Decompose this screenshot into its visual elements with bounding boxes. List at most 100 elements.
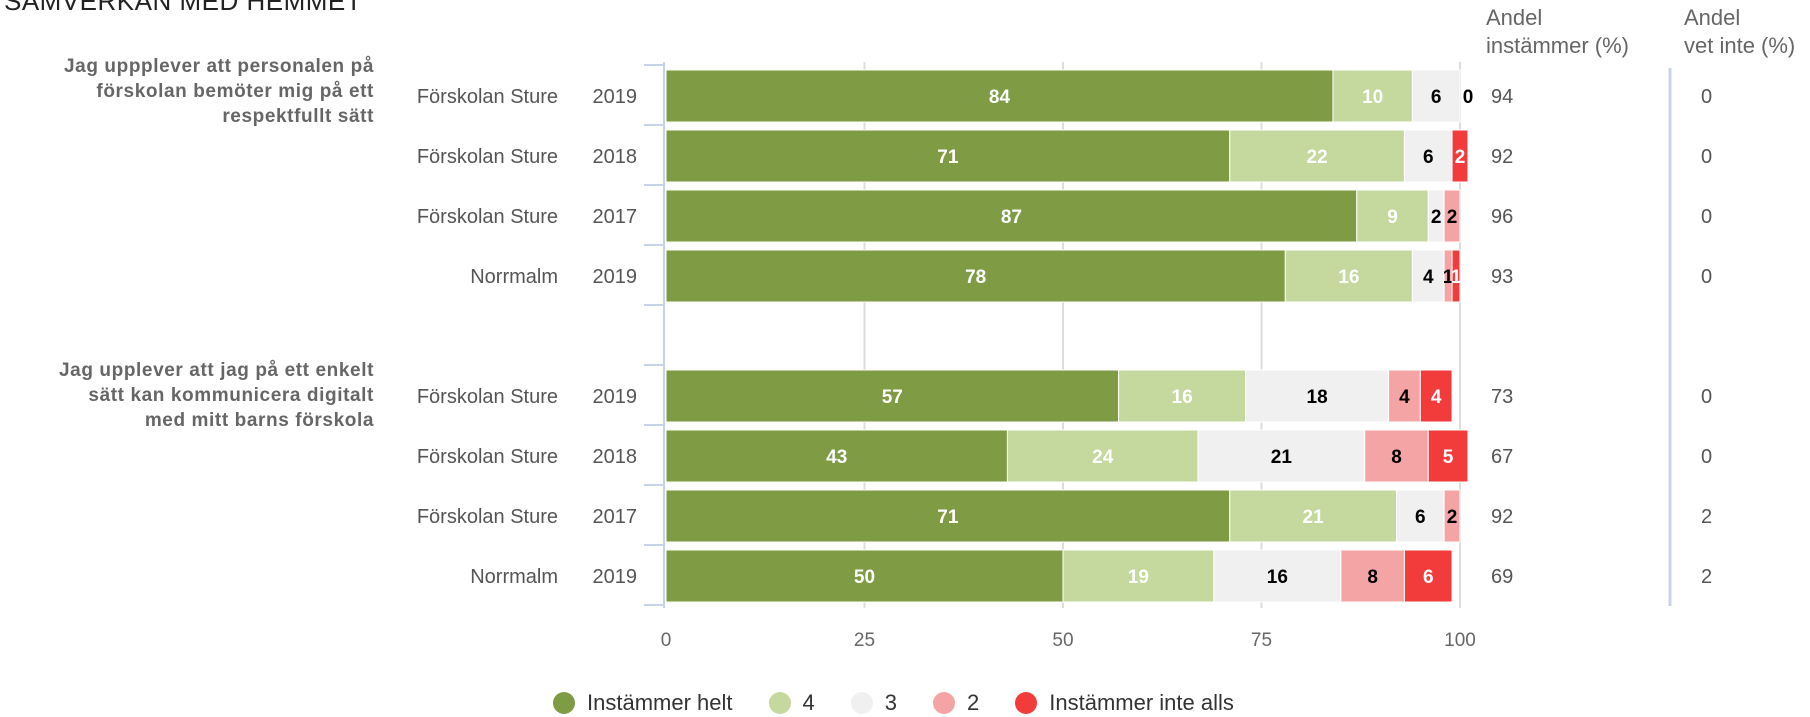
question-1-line2: förskolan bemöter mig på ett (96, 81, 374, 102)
andel-instammer-value: 69 (1491, 566, 1513, 588)
header-andel-vet-inte-line2: vet inte (%) (1684, 33, 1796, 58)
data-label: 6 (1431, 87, 1442, 108)
andel-vet-inte-value: 2 (1701, 506, 1712, 528)
legend-marker-icon (933, 692, 955, 714)
data-label: 2 (1447, 507, 1458, 528)
andel-instammer-value: 92 (1491, 506, 1513, 528)
legend-label: Instämmer inte alls (1049, 690, 1234, 715)
question-2-line1: Jag upplever att jag på ett enkelt (59, 360, 374, 381)
andel-vet-inte-value: 0 (1701, 386, 1712, 408)
andel-vet-inte-value: 0 (1701, 206, 1712, 228)
header-andel-vet-inte-line1: Andel (1684, 5, 1741, 30)
legend-item[interactable]: 2 (933, 690, 979, 716)
data-label: 78 (965, 267, 986, 288)
andel-instammer-value: 96 (1491, 206, 1513, 228)
question-1-line3: respektfullt sätt (222, 106, 374, 127)
data-label: 4 (1423, 267, 1434, 288)
row-year-label: 2019 (593, 266, 638, 288)
row-unit-label: Förskolan Sture (417, 86, 558, 108)
legend-item[interactable]: Instämmer helt (553, 690, 733, 716)
legend-marker-icon (553, 692, 575, 714)
row-year-label: 2019 (593, 566, 638, 588)
bar-segment-instämmer-inte-alls (1403, 549, 1453, 603)
row-year-label: 2018 (593, 146, 638, 168)
andel-vet-inte-value: 0 (1701, 146, 1712, 168)
data-label: 4 (1399, 387, 1410, 408)
data-label: 16 (1338, 267, 1359, 288)
bar-segment-3 (1213, 549, 1342, 603)
andel-vet-inte-value: 0 (1701, 266, 1712, 288)
andel-instammer-value: 67 (1491, 446, 1513, 468)
data-label: 8 (1391, 447, 1402, 468)
bar-segment-instämmer-helt (665, 369, 1120, 423)
header-andel-instammer-line1: Andel (1486, 5, 1543, 30)
row-unit-label: Förskolan Sture (417, 206, 558, 228)
row-unit-label: Förskolan Sture (417, 146, 558, 168)
bar-segment-4 (1229, 129, 1405, 183)
bar-segment-instämmer-helt (665, 429, 1008, 483)
bar-segment-instämmer-inte-alls (1451, 249, 1461, 303)
bar-segment-3 (1197, 429, 1366, 483)
legend: Instämmer helt 4 3 2 Instämmer inte alls (553, 690, 1234, 716)
header-andel-instammer-line2: instämmer (%) (1486, 33, 1630, 58)
data-label: 6 (1415, 507, 1426, 528)
row-year-label: 2019 (593, 86, 638, 108)
bar-segment-instämmer-helt (665, 189, 1358, 243)
data-label: 1 (1451, 267, 1462, 288)
x-tick-label-0: 0 (661, 630, 672, 651)
data-label: 71 (937, 507, 959, 528)
row-year-label: 2017 (593, 206, 638, 228)
x-tick-label-25: 25 (854, 630, 875, 651)
legend-item[interactable]: 4 (768, 690, 815, 716)
x-tick-label-75: 75 (1251, 630, 1272, 651)
bar-segment-instämmer-helt (665, 69, 1334, 123)
andel-instammer-value: 94 (1491, 86, 1513, 108)
data-label: 6 (1423, 567, 1434, 588)
data-label: 71 (937, 147, 959, 168)
data-label: 16 (1172, 387, 1193, 408)
legend-marker-icon (1015, 692, 1038, 714)
data-label: 5 (1443, 447, 1454, 468)
data-label: 8 (1367, 567, 1378, 588)
bar-segment-2 (1340, 549, 1405, 603)
legend-label: 4 (802, 690, 815, 715)
bar-segment-instämmer-inte-alls (1451, 129, 1469, 183)
legend-label: 2 (967, 690, 980, 715)
data-label: 50 (854, 567, 875, 588)
question-2-line2: sätt kan kommunicera digitalt (88, 385, 374, 406)
bar-segment-2 (1443, 189, 1461, 243)
bar-segment-2 (1443, 489, 1461, 543)
row-unit-label: Förskolan Sture (417, 446, 558, 468)
legend-label: Instämmer helt (587, 690, 733, 715)
data-label: 18 (1307, 387, 1328, 408)
data-label: 84 (989, 87, 1011, 108)
data-label: 4 (1431, 387, 1442, 408)
data-label: 0 (1463, 87, 1474, 108)
legend-item[interactable]: Instämmer inte alls (1015, 690, 1234, 716)
data-label: 9 (1387, 207, 1398, 228)
bar-segment-4 (1229, 489, 1397, 543)
question-1-line1: Jag uppplever att personalen på (63, 56, 374, 77)
data-label: 22 (1307, 147, 1328, 168)
row-year-label: 2018 (593, 446, 638, 468)
legend-item[interactable]: 3 (850, 690, 897, 716)
bar-segment-4 (1118, 369, 1247, 423)
x-tick-label-100: 100 (1444, 630, 1476, 651)
bar-segment-3 (1245, 369, 1390, 423)
bar-segment-4 (1284, 249, 1413, 303)
chart-title: SAMVERKAN MED HEMMET (4, 0, 363, 16)
data-label: 19 (1128, 567, 1149, 588)
data-label: 2 (1447, 207, 1458, 228)
data-label: 2 (1431, 207, 1442, 228)
question-1: Jag uppplever att personalen på förskola… (4, 54, 374, 129)
bar-segment-3 (1411, 69, 1461, 123)
row-unit-label: Förskolan Sture (417, 386, 558, 408)
data-label: 21 (1271, 447, 1293, 468)
row-year-label: 2019 (593, 386, 638, 408)
row-year-label: 2017 (593, 506, 638, 528)
x-tick-label-50: 50 (1052, 630, 1073, 651)
data-label: 2 (1455, 147, 1466, 168)
row-unit-label: Norrmalm (470, 566, 558, 588)
data-label: 10 (1362, 87, 1383, 108)
